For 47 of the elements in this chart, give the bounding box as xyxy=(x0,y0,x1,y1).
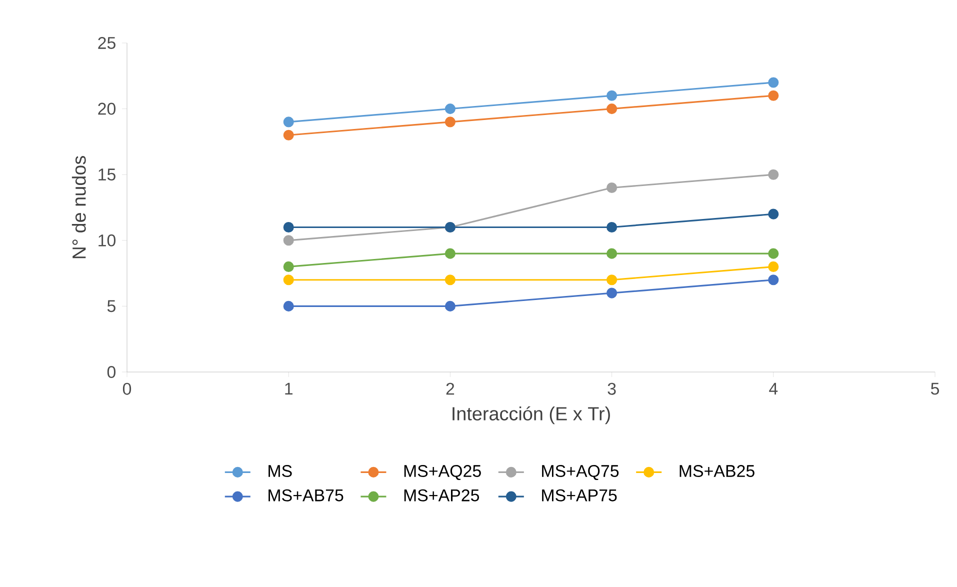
x-tick-label: 2 xyxy=(446,382,454,395)
point xyxy=(444,248,456,259)
point xyxy=(768,169,779,180)
point xyxy=(606,274,618,286)
legend-label: MS+AP25 xyxy=(404,489,480,502)
point xyxy=(444,300,456,312)
point xyxy=(768,208,779,220)
y-tick-label: 10 xyxy=(98,234,116,246)
legend-label: MS xyxy=(268,465,292,478)
x-tick-label: 5 xyxy=(930,382,939,395)
point xyxy=(606,90,618,101)
point xyxy=(283,274,294,286)
legend-label: MS+AP75 xyxy=(542,489,617,502)
legend-label: MS+AQ75 xyxy=(542,465,619,480)
point xyxy=(283,130,294,140)
point xyxy=(768,90,779,101)
legend-label: MS+AB75 xyxy=(268,489,344,502)
point xyxy=(444,104,456,114)
y-tick-label: 25 xyxy=(98,37,116,49)
point xyxy=(444,274,456,286)
point xyxy=(606,182,618,194)
x-axis-title: Interacción (E x Tr) xyxy=(452,406,610,424)
y-tick-label: 15 xyxy=(98,168,116,181)
x-tick-label: 3 xyxy=(608,382,616,395)
point xyxy=(768,77,779,88)
point xyxy=(283,235,294,246)
x-tick-label: 0 xyxy=(122,382,132,395)
point xyxy=(606,104,618,114)
legend-label: MS+AQ25 xyxy=(404,465,481,480)
x-tick-label: 4 xyxy=(769,382,778,394)
point xyxy=(283,300,294,312)
y-axis-title: N° de nudos xyxy=(72,156,86,258)
y-tick-label: 0 xyxy=(107,366,116,378)
point xyxy=(606,288,618,298)
y-tick-label: 5 xyxy=(107,300,116,312)
y-tick-label: 20 xyxy=(98,102,116,115)
point xyxy=(606,222,618,233)
point xyxy=(283,261,294,272)
point xyxy=(606,248,618,259)
point xyxy=(768,248,779,259)
point xyxy=(444,116,456,128)
x-tick-label: 1 xyxy=(285,382,292,394)
point xyxy=(283,116,294,128)
legend-label: MS+AB25 xyxy=(680,465,754,478)
point xyxy=(768,274,779,286)
point xyxy=(768,261,779,272)
point xyxy=(283,222,294,233)
